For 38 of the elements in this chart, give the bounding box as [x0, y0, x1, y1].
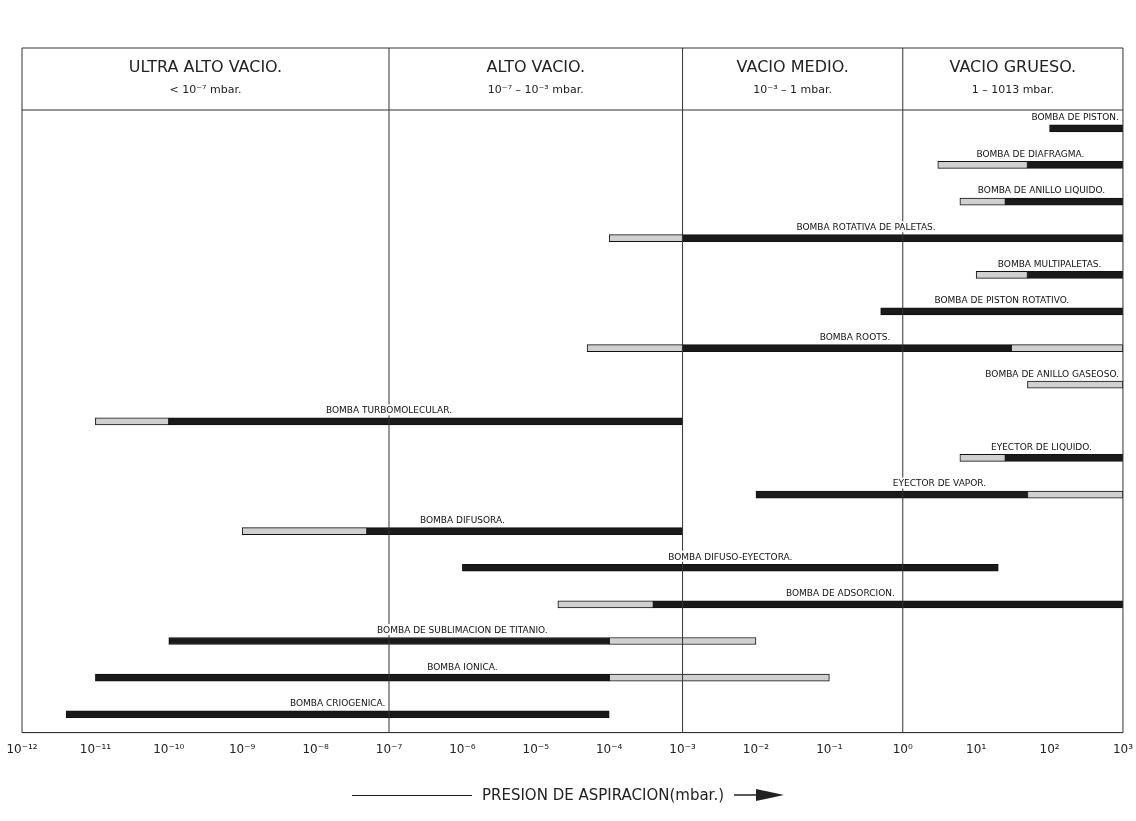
- y-tick-label: BOMBA DE PISTON ROTATIVO.: [934, 295, 1070, 306]
- y-tick-label: BOMBA DIFUSO-EYECTORA.: [668, 551, 793, 562]
- x-tick-label: 10⁻⁶: [449, 741, 476, 756]
- y-tick-label: BOMBA DE DIAFRAGMA.: [976, 148, 1085, 159]
- y-tick-label: BOMBA IONICA.: [427, 661, 498, 672]
- y-tick-label: BOMBA DE ADSORCION.: [786, 588, 895, 599]
- y-tick-label: BOMBA CRIOGENICA.: [289, 698, 386, 709]
- text: ALTO VACIO. 10⁻⁷ – 10⁻³ mbar.: [486, 57, 586, 96]
- x-axis-title: PRESION DE ASPIRACION(mbar.): [481, 786, 725, 804]
- x-tick-label: 10²: [1039, 741, 1060, 756]
- y-tick-label: BOMBA DE PISTON.: [1031, 112, 1119, 123]
- x-tick-label: 10⁻⁹: [228, 741, 256, 756]
- x-tick-label: 10⁻⁵: [522, 741, 550, 756]
- x-tick-label: 10³: [1112, 741, 1134, 756]
- y-tick-label: BOMBA MULTIPALETAS.: [997, 258, 1102, 269]
- x-tick-label: 10⁻⁸: [302, 741, 329, 756]
- y-tick-label: BOMBA DE ANILLO GASEOSO.: [985, 368, 1119, 379]
- y-tick-label: BOMBA ROTATIVA DE PALETAS.: [796, 222, 936, 233]
- y-tick-label: BOMBA DE ANILLO LIQUIDO.: [977, 185, 1106, 196]
- x-tick-label: 10⁻⁷: [375, 741, 403, 756]
- text: ULTRA ALTO VACIO. < 10⁻⁷ mbar.: [128, 57, 283, 96]
- y-tick-label: BOMBA ROOTS.: [819, 331, 891, 342]
- text: VACIO GRUESO. 1 – 1013 mbar.: [949, 57, 1077, 96]
- y-tick-label: BOMBA DE SUBLIMACION DE TITANIO.: [377, 624, 548, 635]
- x-tick-label: 10⁻¹²: [6, 741, 38, 756]
- y-tick-label: BOMBA DIFUSORA.: [419, 515, 505, 526]
- x-tick-label: 10⁻¹: [816, 741, 843, 756]
- x-tick-label: 10⁻¹¹: [79, 741, 112, 756]
- x-tick-label: 10⁻¹⁰: [153, 741, 185, 756]
- y-tick-label: EYECTOR DE LIQUIDO.: [991, 441, 1092, 452]
- x-tick-label: 10⁻³: [669, 741, 696, 756]
- y-tick-label: EYECTOR DE VAPOR.: [892, 478, 987, 489]
- y-tick-label: BOMBA TURBOMOLECULAR.: [325, 405, 453, 416]
- x-tick-label: 10⁰: [892, 741, 913, 756]
- x-tick-label: 10¹: [966, 741, 987, 756]
- text: VACIO MEDIO. 10⁻³ – 1 mbar.: [736, 57, 849, 96]
- x-tick-label: 10⁻²: [742, 741, 770, 756]
- x-tick-label: 10⁻⁴: [595, 741, 623, 756]
